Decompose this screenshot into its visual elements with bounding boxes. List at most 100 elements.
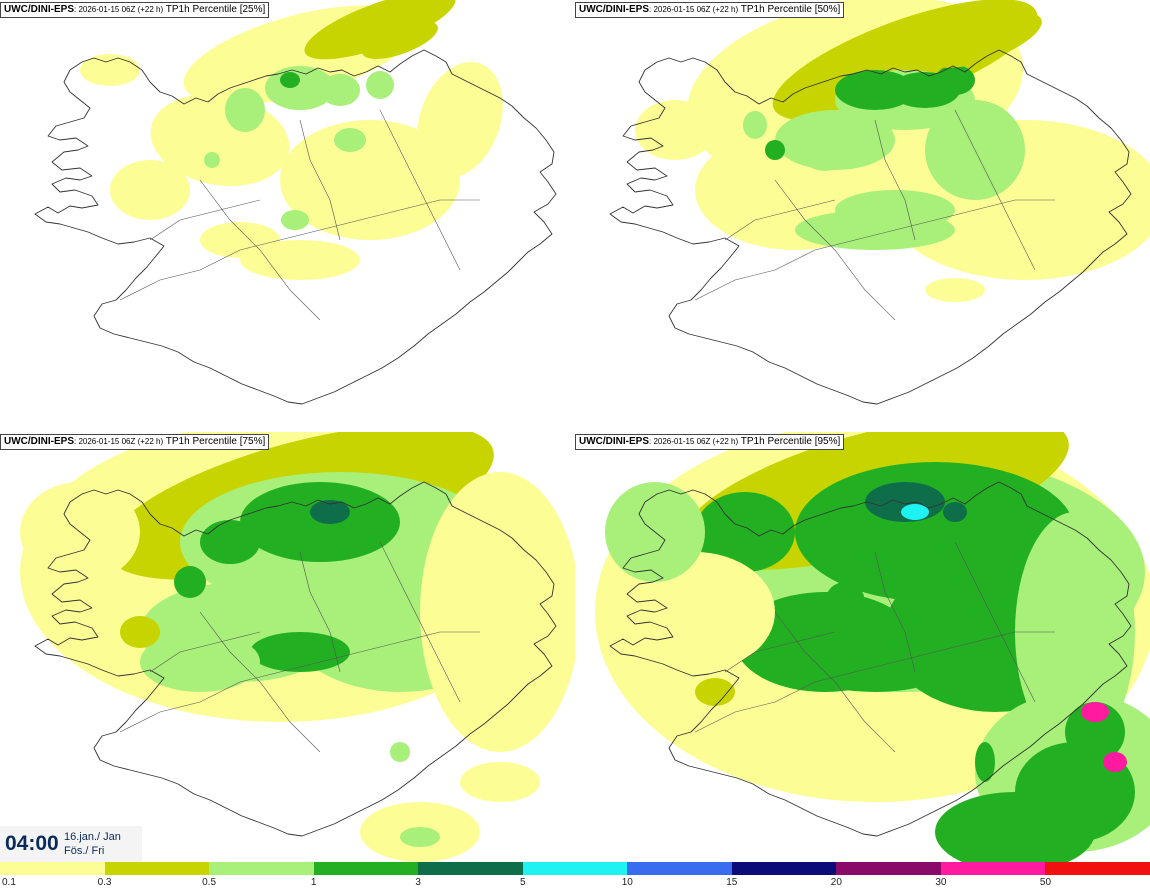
legend-label: 1 xyxy=(310,877,317,888)
precip-area xyxy=(1103,752,1127,772)
precip-area xyxy=(280,72,300,88)
run-meta: : 2026-01-15 06Z (+22 h) xyxy=(649,5,739,14)
precip-map xyxy=(575,432,1150,862)
valid-time-box: 04:00 16.jan./ Jan Fös./ Fri xyxy=(0,826,142,862)
precip-area xyxy=(174,566,206,598)
precip-legend: 0.1 0.3 0.5 1 3 5 10 15 20 30 50 xyxy=(0,862,1150,891)
legend-swatch xyxy=(522,862,628,875)
precip-area xyxy=(281,210,309,230)
precip-map xyxy=(34,0,557,405)
coastline xyxy=(34,481,557,837)
run-meta: : 2026-01-15 06Z (+22 h) xyxy=(74,5,164,14)
panel-title: UWC/DINI-EPS: 2026-01-15 06Z (+22 h) TP1… xyxy=(575,434,845,450)
panel-title: UWC/DINI-EPS: 2026-01-15 06Z (+22 h) TP1… xyxy=(575,2,845,18)
road-line xyxy=(874,119,916,241)
product-label: TP1h Percentile [25%] xyxy=(165,4,266,15)
precip-area xyxy=(935,792,1095,862)
precip-area xyxy=(743,111,767,139)
model-name: UWC/DINI-EPS xyxy=(4,436,74,447)
precip-area xyxy=(925,278,985,302)
precip-area xyxy=(1015,512,1135,752)
precip-area xyxy=(1065,702,1125,762)
precip-area xyxy=(362,21,438,59)
precip-area xyxy=(310,500,350,524)
precip-area xyxy=(928,12,1042,68)
map-panel: UWC/DINI-EPS: 2026-01-15 06Z (+22 h) TP1… xyxy=(0,0,575,430)
legend-swatch xyxy=(313,862,419,875)
precip-area xyxy=(417,61,503,179)
precip-area xyxy=(400,827,440,847)
road-line xyxy=(954,109,1036,271)
precip-area xyxy=(460,762,540,802)
road-line xyxy=(199,611,321,753)
road-line xyxy=(199,179,321,321)
legend-swatch xyxy=(0,862,106,875)
legend-swatch xyxy=(104,862,210,875)
legend-label: 5 xyxy=(519,877,526,888)
road-line xyxy=(379,109,461,271)
product-label: TP1h Percentile [50%] xyxy=(740,4,841,15)
product-label: TP1h Percentile [95%] xyxy=(740,436,841,447)
road-line xyxy=(149,199,261,241)
precip-map xyxy=(609,0,1150,405)
precip-area xyxy=(250,632,350,672)
legend-label: 3 xyxy=(415,877,421,888)
precip-area xyxy=(635,100,715,160)
precip-map xyxy=(0,432,575,862)
precip-area xyxy=(943,502,967,522)
precip-area xyxy=(1081,702,1109,722)
precip-area xyxy=(120,616,160,648)
road-line xyxy=(724,631,836,673)
precip-area xyxy=(795,210,955,250)
road-line xyxy=(774,611,896,753)
model-name: UWC/DINI-EPS xyxy=(4,4,74,15)
legend-label: 30 xyxy=(935,877,947,888)
precip-area xyxy=(204,152,220,168)
run-meta: : 2026-01-15 06Z (+22 h) xyxy=(74,437,164,446)
legend-swatch xyxy=(940,862,1046,875)
product-label: TP1h Percentile [75%] xyxy=(165,436,266,447)
legend-label: 0.1 xyxy=(2,877,16,888)
legend-swatch xyxy=(418,862,524,875)
legend-swatch xyxy=(627,862,733,875)
precip-area xyxy=(390,742,410,762)
precip-area xyxy=(901,504,929,520)
coastline xyxy=(609,481,1132,837)
valid-date: 16.jan./ Jan Fös./ Fri xyxy=(64,830,121,858)
panel-title: UWC/DINI-EPS: 2026-01-15 06Z (+22 h) TP1… xyxy=(0,2,270,18)
precip-area xyxy=(695,678,735,706)
legend-label: 20 xyxy=(830,877,842,888)
coastline xyxy=(34,49,557,405)
precip-area xyxy=(795,632,955,692)
precip-area xyxy=(420,472,575,752)
map-panel: UWC/DINI-EPS: 2026-01-15 06Z (+22 h) TP1… xyxy=(575,0,1150,430)
road-line xyxy=(774,179,896,321)
road-line xyxy=(874,551,916,673)
legend-swatch xyxy=(1045,862,1150,875)
precip-area xyxy=(803,139,847,171)
road-line xyxy=(724,199,836,241)
valid-day-text: Fös./ Fri xyxy=(64,845,105,857)
road-line xyxy=(694,631,1055,733)
road-line xyxy=(119,631,480,733)
legend-swatch xyxy=(836,862,942,875)
legend-label: 0.5 xyxy=(202,877,217,888)
valid-hour: 04:00 xyxy=(5,832,59,855)
legend-label: 15 xyxy=(726,877,738,888)
precip-area xyxy=(366,71,394,99)
road-line xyxy=(119,199,480,301)
precip-area xyxy=(200,520,260,564)
precip-area xyxy=(835,70,915,110)
legend-label: 50 xyxy=(1039,877,1052,888)
road-line xyxy=(954,541,1036,703)
precip-area xyxy=(825,582,865,622)
road-line xyxy=(299,119,341,241)
precip-area xyxy=(280,120,460,240)
precip-area xyxy=(304,0,456,60)
road-line xyxy=(379,541,461,703)
precip-area xyxy=(935,65,975,95)
legend-label: 10 xyxy=(621,877,633,888)
precip-area xyxy=(110,160,190,220)
road-line xyxy=(299,551,341,673)
map-panel: UWC/DINI-EPS: 2026-01-15 06Z (+22 h) TP1… xyxy=(0,432,575,862)
